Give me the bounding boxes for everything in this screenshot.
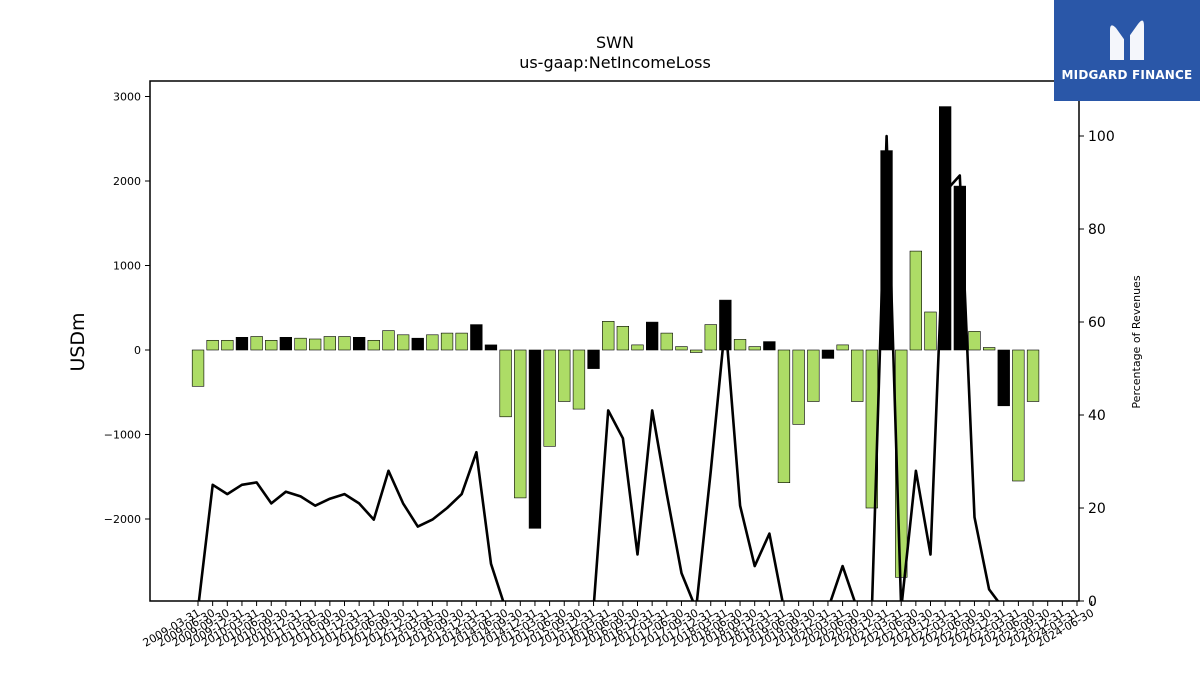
bar-2019-09-30	[807, 349, 820, 402]
bar-2016-03-31	[602, 320, 615, 351]
bar-2019-06-30	[792, 349, 805, 425]
midgard-finance-logo: MIDGARD FINANCE	[1054, 0, 1200, 101]
bar-2017-03-31	[660, 332, 673, 351]
bar-2022-12-31	[997, 349, 1010, 407]
bar-2022-09-30	[982, 347, 996, 351]
bar-2011-06-30	[323, 336, 336, 351]
y-ticks-group: −2000 −1000 0 1000 2000 3000	[104, 91, 150, 526]
bar-2011-12-31	[352, 336, 366, 351]
bar-2012-09-30	[396, 334, 410, 351]
bar-2013-03-31	[426, 334, 439, 351]
bar-2010-06-30	[265, 339, 278, 351]
chart-subtitle: us-gaap:NetIncomeLoss	[519, 53, 711, 72]
y2-tick-label: 100	[1088, 129, 1115, 145]
y2-tick-label: 80	[1088, 222, 1106, 238]
bar-2013-09-30	[455, 332, 468, 351]
bar-2019-03-31	[777, 349, 791, 483]
bar-2010-09-30	[279, 336, 292, 351]
bar-2009-03-31	[191, 349, 205, 387]
bar-2009-06-30	[206, 339, 219, 351]
bar-2023-03-31	[1012, 349, 1025, 482]
y2-tick-label: 60	[1088, 315, 1106, 331]
bar-2020-06-30	[851, 349, 864, 402]
chart-title: SWN	[596, 33, 634, 52]
y-tick-label: 2000	[113, 175, 141, 188]
y-axis-label: USDm	[67, 312, 89, 371]
bar-2018-06-30	[733, 339, 747, 351]
y2-tick-label: 20	[1088, 501, 1106, 517]
bar-2023-06-30	[1026, 349, 1040, 402]
midgard-m-icon	[1110, 18, 1144, 62]
bar-2021-12-31	[938, 106, 952, 351]
y2-tick-label: 0	[1088, 594, 1097, 610]
bar-2016-06-30	[616, 325, 629, 351]
y2-axis-label: Percentage of Revenues	[1130, 275, 1143, 408]
y-tick-label: 3000	[113, 91, 141, 104]
y-tick-label: 1000	[113, 260, 141, 273]
bar-2017-09-30	[689, 349, 703, 353]
bar-2009-12-31	[235, 336, 249, 351]
y2-tick-label: 40	[1088, 408, 1106, 424]
bar-2022-06-30	[968, 331, 981, 351]
x-ticks-group: 2009-03-312009-06-302009-09-302009-12-31…	[141, 601, 1096, 650]
bar-2017-06-30	[675, 346, 688, 351]
y2-ticks-group: 0 20 40 60 80 100	[1079, 129, 1115, 610]
bar-2019-12-31	[821, 349, 835, 359]
bar-2014-03-31	[484, 344, 498, 351]
bar-2012-03-31	[367, 339, 380, 351]
bar-2011-09-30	[338, 336, 351, 351]
logo-text: MIDGARD FINANCE	[1061, 68, 1193, 82]
bar-2011-03-31	[308, 338, 322, 351]
bar-2015-03-31	[543, 349, 556, 447]
bar-2009-09-30	[221, 339, 234, 351]
bar-2017-12-31	[704, 324, 717, 351]
bar-2018-12-31	[763, 341, 776, 351]
y-tick-label: −1000	[104, 429, 141, 442]
y-tick-label: −2000	[104, 513, 141, 526]
percentage-line	[197, 134, 1000, 601]
plot-frame	[149, 80, 1080, 602]
bar-2013-06-30	[440, 332, 454, 351]
bar-2021-09-30	[924, 311, 937, 351]
bar-2020-03-31	[836, 344, 849, 351]
bar-2013-12-31	[470, 324, 483, 351]
bar-2010-03-31	[250, 336, 263, 351]
bar-2015-09-30	[572, 349, 586, 410]
bar-2012-06-30	[382, 330, 395, 351]
bar-2016-12-31	[645, 321, 659, 351]
bar-2012-12-31	[411, 337, 424, 351]
bar-2015-06-30	[558, 349, 571, 402]
y-tick-label: 0	[134, 344, 141, 357]
bar-2014-06-30	[499, 349, 512, 418]
bar-2014-12-31	[528, 349, 542, 529]
bar-2015-12-31	[587, 349, 600, 369]
bar-2021-06-30	[909, 250, 922, 351]
bar-2010-12-31	[294, 337, 307, 351]
bar-2016-09-30	[631, 344, 644, 351]
bar-2014-09-30	[514, 349, 527, 499]
bar-2018-09-30	[748, 346, 761, 351]
